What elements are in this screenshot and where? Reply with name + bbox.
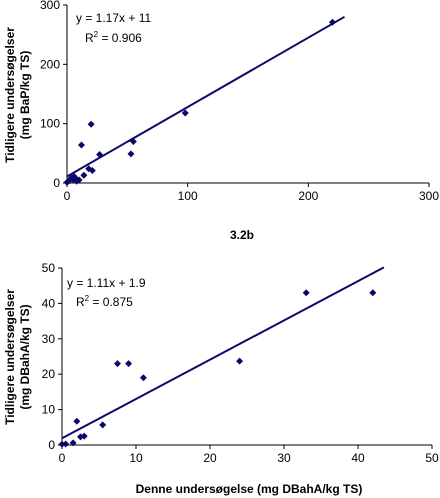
y-tick-labels-top: 0 100 200 300	[40, 0, 60, 190]
data-point-top	[77, 141, 85, 149]
data-point-bottom	[139, 374, 147, 382]
data-point-bottom	[80, 432, 88, 440]
trendline-bottom	[61, 266, 385, 440]
data-point-bottom	[125, 360, 133, 368]
data-point-top	[127, 150, 135, 158]
x-axis-title-top: 3.2b	[230, 228, 254, 242]
data-point-top	[87, 120, 95, 128]
x-tick-label-top: 300	[419, 189, 439, 203]
x-tick-label-bottom: 40	[351, 451, 365, 465]
x-tick-label-top: 100	[178, 189, 198, 203]
y-tick-labels-bottom: 0 10 20 30 40 50	[42, 261, 56, 452]
x-tick-label-bottom: 10	[129, 451, 143, 465]
r2-label-top: R2 = 0.906	[85, 30, 142, 45]
data-point-top	[88, 167, 96, 175]
plot-area-bottom	[62, 268, 432, 445]
data-point-top	[96, 151, 104, 159]
axes-bottom	[58, 267, 433, 449]
equation-label-top: y = 1.17x + 11	[76, 11, 151, 25]
r2-sup-bottom: 2	[85, 294, 90, 303]
r2-r-bottom: R	[76, 295, 85, 309]
data-point-bottom	[236, 357, 244, 365]
y-tick-label-top: 200	[40, 57, 60, 71]
data-point-bottom	[73, 417, 81, 425]
y-axis-title-top-line2: (mg BaP/kg TS)	[18, 51, 32, 140]
x-tick-labels-top: 0 100 200 300	[64, 189, 440, 203]
data-point-bottom	[369, 289, 377, 297]
x-tick-labels-bottom: 0 10 20 30 40 50	[59, 451, 439, 465]
y-axis-title-bottom-line2: (mg DBahA/kg TS)	[18, 304, 32, 409]
r2-label-bottom: R2 = 0.875	[76, 294, 133, 309]
y-tick-label-top: 300	[40, 0, 60, 12]
data-point-top	[129, 137, 137, 145]
trendline-top	[66, 15, 346, 178]
x-tick-label-bottom: 20	[203, 451, 217, 465]
r2-r-top: R	[85, 31, 94, 45]
data-point-top	[328, 18, 336, 26]
y-axis-title-bottom-line1: Tidligere undersøgelser	[3, 289, 17, 425]
y-axis-title-bottom: Tidligere undersøgelser (mg DBahA/kg TS)	[3, 289, 32, 425]
data-point-top	[75, 176, 83, 184]
y-tick-label-top: 0	[53, 176, 60, 190]
y-tick-label-bottom: 50	[42, 261, 56, 275]
y-axis-title-top: Tidligere undersøgelser (mg BaP/kg TS)	[3, 27, 32, 163]
data-point-bottom	[302, 289, 310, 297]
data-point-top	[181, 109, 189, 117]
r2-value-top: = 0.906	[98, 31, 142, 45]
y-axis-title-top-line1: Tidligere undersøgelser	[3, 27, 17, 163]
x-axis-title-bottom: Denne undersøgelse (mg DBahA/kg TS)	[136, 482, 363, 496]
x-tick-label-bottom: 0	[59, 451, 66, 465]
y-tick-label-bottom: 30	[42, 332, 56, 346]
y-tick-label-bottom: 10	[42, 403, 56, 417]
data-point-bottom	[99, 421, 107, 429]
x-tick-label-bottom: 50	[425, 451, 439, 465]
chart-top: 0 100 200 300 0 100 200 300 y = 1.17x + 11 R2 …	[3, 0, 439, 242]
data-point-bottom	[69, 439, 77, 447]
data-point-top	[71, 174, 79, 182]
trendline-top	[66, 15, 346, 178]
y-tick-label-bottom: 0	[48, 438, 55, 452]
trendline-bottom	[61, 266, 385, 440]
x-tick-label-top: 0	[64, 189, 71, 203]
equation-label-bottom: y = 1.11x + 1.9	[67, 276, 146, 290]
r2-sup-top: 2	[94, 30, 99, 39]
x-tick-label-top: 200	[298, 189, 318, 203]
x-tick-label-bottom: 30	[277, 451, 291, 465]
plot-area-top	[67, 5, 429, 183]
r2-value-bottom: = 0.875	[89, 295, 133, 309]
y-tick-label-bottom: 40	[42, 296, 56, 310]
data-point-bottom	[114, 360, 121, 368]
y-tick-label-top: 100	[40, 117, 60, 131]
data-point-top	[80, 171, 88, 179]
data-point-bottom	[62, 440, 70, 448]
points-top	[63, 18, 336, 186]
y-tick-label-bottom: 20	[42, 367, 56, 381]
points-bottom	[58, 289, 377, 448]
